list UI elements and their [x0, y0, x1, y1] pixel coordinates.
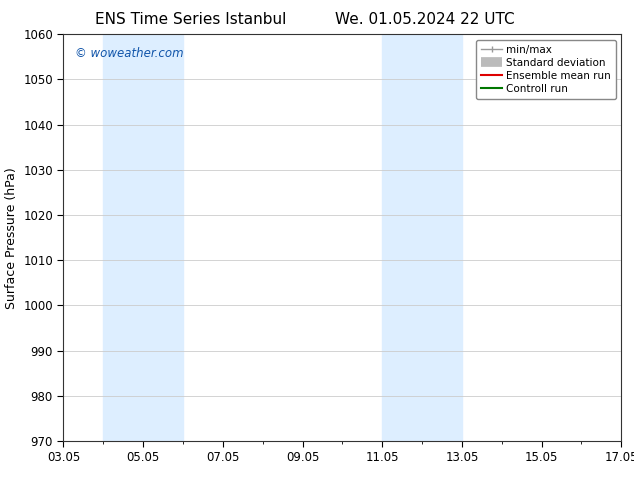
Text: © woweather.com: © woweather.com [75, 47, 183, 59]
Bar [103, 34, 183, 441]
Text: We. 01.05.2024 22 UTC: We. 01.05.2024 22 UTC [335, 12, 515, 27]
Legend: min/max, Standard deviation, Ensemble mean run, Controll run: min/max, Standard deviation, Ensemble me… [476, 40, 616, 99]
Bar [382, 34, 462, 441]
Y-axis label: Surface Pressure (hPa): Surface Pressure (hPa) [4, 167, 18, 309]
Text: ENS Time Series Istanbul: ENS Time Series Istanbul [94, 12, 286, 27]
